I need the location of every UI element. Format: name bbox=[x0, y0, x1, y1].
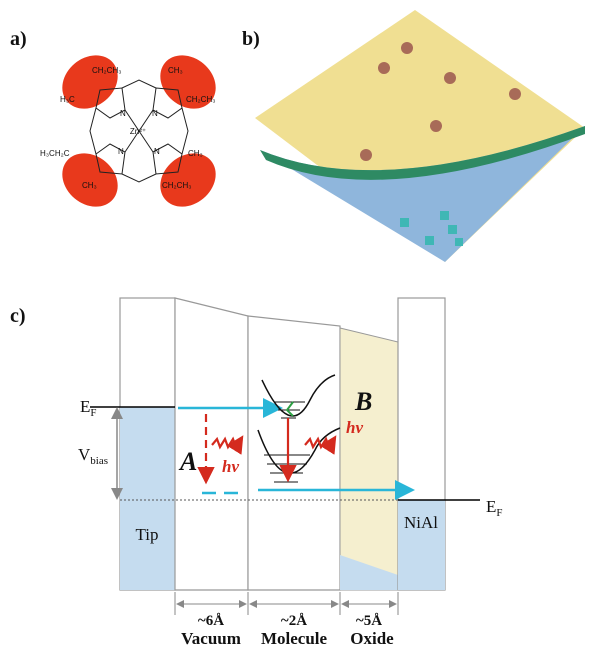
region-label: Molecule bbox=[261, 629, 328, 648]
substituent: CH₃ bbox=[168, 66, 183, 75]
atom-label: N bbox=[154, 147, 160, 156]
substituent: CH₃ bbox=[188, 149, 203, 158]
fermi-label: EF bbox=[80, 397, 97, 419]
process-label: B bbox=[354, 387, 372, 416]
panel-label: c) bbox=[10, 305, 26, 327]
fermi-label: EF bbox=[486, 497, 503, 519]
atom-label: N bbox=[152, 109, 158, 118]
atom-label: N bbox=[118, 147, 124, 156]
molecule: Zn²⁺ N N N N CH₂CH₃ H₃C CH₃ CH₂CH₃ H₃CH₂… bbox=[40, 55, 216, 207]
photon-label: hν bbox=[346, 418, 363, 437]
tip-label: Tip bbox=[135, 525, 158, 544]
process-label: A bbox=[178, 447, 197, 476]
substrate-label: NiAl bbox=[404, 513, 438, 532]
region-label: Oxide bbox=[350, 629, 394, 648]
region-label: Vacuum bbox=[181, 629, 241, 648]
substituent: CH₂CH₃ bbox=[186, 95, 215, 104]
width-label: ~5Å bbox=[356, 613, 382, 629]
substituent: H₃CH₂C bbox=[40, 149, 70, 158]
panel-label: b) bbox=[242, 28, 260, 50]
substituent: H₃C bbox=[60, 95, 75, 104]
width-label: ~2Å bbox=[281, 613, 307, 629]
stm-image bbox=[255, 10, 585, 262]
panel-label: a) bbox=[10, 28, 27, 50]
atom-label: Zn²⁺ bbox=[130, 127, 146, 136]
substituent: CH₃ bbox=[82, 181, 97, 190]
substituent: CH₂CH₃ bbox=[92, 66, 121, 75]
energy-diagram: EF Vbias A hν B hν Tip NiAl EF ~6Å ~2Å ~… bbox=[78, 297, 503, 648]
bias-label: Vbias bbox=[78, 445, 108, 467]
atom-label: N bbox=[120, 109, 126, 118]
substituent: CH₂CH₃ bbox=[162, 181, 191, 190]
photon-label: hν bbox=[222, 457, 239, 476]
width-label: ~6Å bbox=[198, 613, 224, 629]
